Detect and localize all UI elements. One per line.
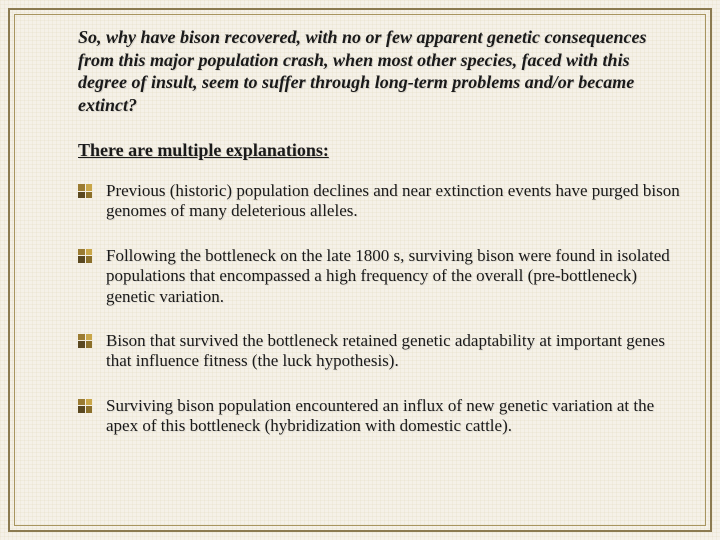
list-item-text: Bison that survived the bottleneck retai… <box>106 331 680 372</box>
list-item-text: Following the bottleneck on the late 180… <box>106 246 680 307</box>
bullet-icon <box>78 399 92 413</box>
bullet-icon <box>78 184 92 198</box>
list-item: Previous (historic) population declines … <box>78 181 680 222</box>
list-item: Surviving bison population encountered a… <box>78 396 680 437</box>
bullet-icon <box>78 334 92 348</box>
bullet-icon <box>78 249 92 263</box>
list-item-text: Surviving bison population encountered a… <box>106 396 680 437</box>
slide-content: So, why have bison recovered, with no or… <box>78 26 680 514</box>
list-item: Following the bottleneck on the late 180… <box>78 246 680 307</box>
list-item: Bison that survived the bottleneck retai… <box>78 331 680 372</box>
list-item-text: Previous (historic) population declines … <box>106 181 680 222</box>
slide-question: So, why have bison recovered, with no or… <box>78 26 680 116</box>
slide-subheading: There are multiple explanations: <box>78 140 680 161</box>
explanations-list: Previous (historic) population declines … <box>78 181 680 437</box>
